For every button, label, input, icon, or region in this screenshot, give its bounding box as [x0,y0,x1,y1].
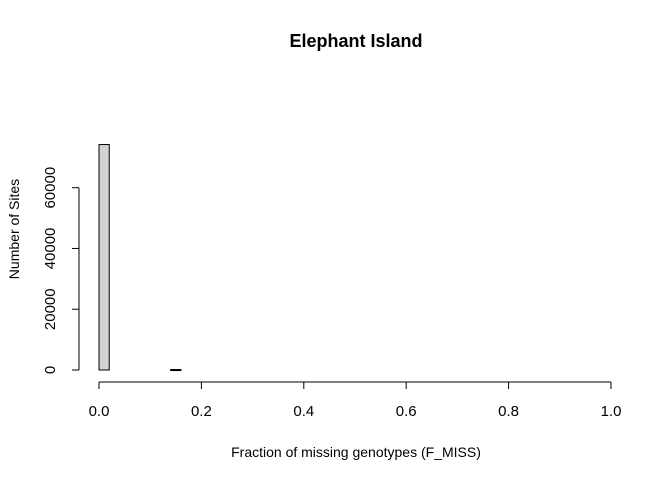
x-axis: 0.0 0.2 0.4 0.6 0.8 1.0 [89,381,622,420]
y-tick-label: 20000 [42,288,59,330]
x-tick-label: 1.0 [601,403,622,420]
y-tick-label: 40000 [42,228,59,270]
histogram-bar [170,369,182,372]
x-tick-label: 0.8 [498,403,519,420]
y-axis-label: Number of Sites [6,179,22,279]
y-axis: 0 20000 40000 60000 [42,167,80,374]
y-tick-label: 60000 [42,167,59,209]
histogram-bar [98,144,110,371]
y-tick-label: 0 [42,366,59,374]
x-tick-label: 0.0 [89,403,110,420]
bars-group [98,144,182,372]
x-axis-label: Fraction of missing genotypes (F_MISS) [231,444,481,460]
x-tick-label: 0.4 [293,403,314,420]
chart-title: Elephant Island [289,31,422,51]
x-tick-label: 0.6 [396,403,417,420]
x-tick-label: 0.2 [191,403,212,420]
